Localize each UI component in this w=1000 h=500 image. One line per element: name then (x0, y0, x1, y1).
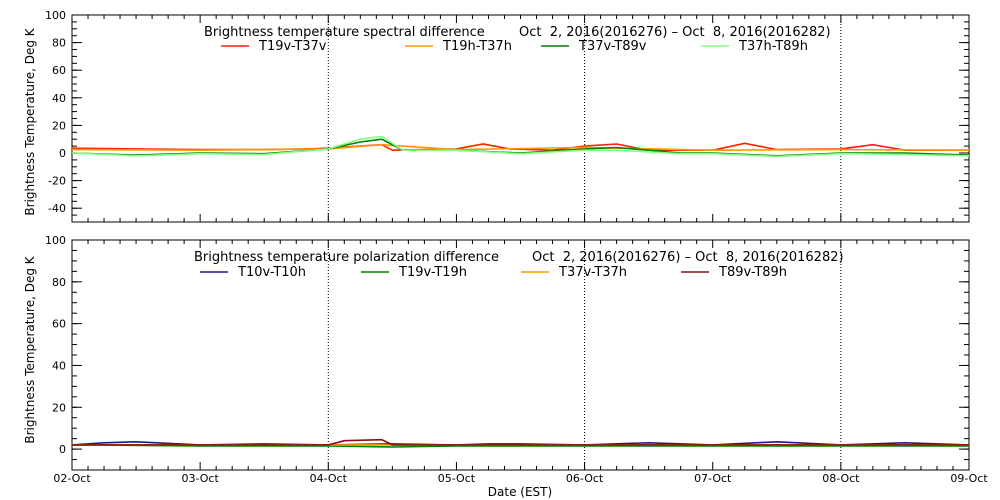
y-tick-label: 40 (52, 92, 66, 105)
polarization-date-range: Oct 2, 2016(2016276) – Oct 8, 2016(20162… (532, 250, 844, 265)
x-tick-label: 06-Oct (566, 472, 604, 485)
x-tick-label: 09-Oct (950, 472, 988, 485)
series-line-t89v-t89h (72, 438, 969, 446)
spectral-date-range: Oct 2, 2016(2016276) – Oct 8, 2016(20162… (519, 25, 831, 40)
y-tick-label: 60 (52, 318, 66, 331)
legend-label: T37v-T89v (578, 39, 647, 54)
y-tick-label: 80 (52, 276, 66, 289)
spectral-title: Brightness temperature spectral differen… (204, 25, 485, 40)
legend-label: T37v-T37h (558, 265, 627, 280)
y-tick-label: 100 (45, 9, 66, 22)
y-tick-label: 0 (59, 443, 66, 456)
y-tick-label: 60 (52, 64, 66, 77)
plot-frame (71, 14, 970, 223)
series-line-t37h-t89h (71, 135, 970, 158)
polarization-title: Brightness temperature polarization diff… (194, 250, 499, 265)
y-tick-label: 20 (52, 401, 66, 414)
y-tick-label: 0 (59, 147, 66, 160)
y-tick-label: 40 (52, 359, 66, 372)
y-tick-label: -20 (48, 175, 66, 188)
y-tick-label: 100 (45, 234, 66, 247)
x-axis-label: Date (EST) (488, 485, 552, 499)
legend-label: T19v-T37v (258, 39, 327, 54)
series-line-t19v-t19h (71, 444, 969, 448)
legend-label: T89v-T89h (718, 265, 787, 280)
legend-label: T19h-T37h (442, 39, 512, 54)
polarization-difference-panel: Brightness temperature polarization diff… (23, 234, 988, 485)
legend-label: T37h-T89h (738, 39, 808, 54)
legend-label: T10v-T10h (237, 265, 306, 280)
y-tick-label: 80 (52, 37, 66, 50)
legend-label: T19v-T19h (398, 265, 467, 280)
x-tick-label: 03-Oct (181, 472, 219, 485)
spectral-y-axis-label: Brightness Temperature, Deg K (23, 27, 37, 215)
plot-frame (71, 239, 970, 471)
y-tick-label: 20 (52, 119, 66, 132)
x-tick-label: 04-Oct (310, 472, 348, 485)
x-tick-label: 08-Oct (822, 472, 860, 485)
x-tick-label: 05-Oct (438, 472, 476, 485)
x-tick-label: 02-Oct (53, 472, 91, 485)
series-line-t10v-t10h (71, 440, 970, 446)
spectral-difference-panel: Brightness temperature spectral differen… (23, 9, 970, 223)
polarization-y-axis-label: Brightness Temperature, Deg K (23, 255, 37, 443)
y-tick-label: -40 (48, 202, 66, 215)
x-tick-label: 07-Oct (694, 472, 732, 485)
